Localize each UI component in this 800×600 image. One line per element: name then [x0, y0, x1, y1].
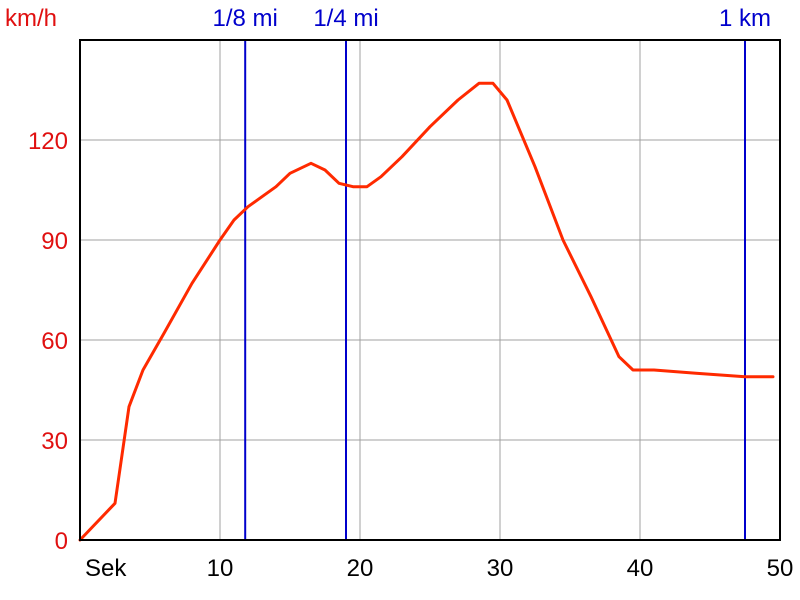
distance-marker-labels: 1/8 mi 1/4 mi 1 km: [213, 5, 771, 32]
x-tick-label: 40: [627, 555, 654, 582]
x-tick-labels: 10 20 30 40 50: [207, 555, 794, 582]
y-tick-label: 60: [41, 328, 68, 355]
x-axis-unit-label: Sek: [85, 555, 127, 582]
distance-marker-label: 1/8 mi: [213, 5, 278, 32]
speed-line: [78, 81, 775, 542]
plot-frame: [79, 39, 781, 541]
x-tick-label: 30: [487, 555, 514, 582]
distance-markers: [244, 40, 746, 540]
y-tick-label: 120: [28, 128, 68, 155]
y-axis-unit-label: km/h: [5, 5, 57, 32]
y-tick-label: 90: [41, 228, 68, 255]
y-tick-labels: 0 30 60 90 120: [28, 128, 68, 555]
x-tick-label: 20: [347, 555, 374, 582]
distance-marker-label: 1 km: [719, 5, 771, 32]
distance-marker-label: 1/4 mi: [313, 5, 378, 32]
x-tick-label: 50: [767, 555, 794, 582]
y-tick-label: 30: [41, 428, 68, 455]
x-tick-label: 10: [207, 555, 234, 582]
y-tick-label: 0: [55, 528, 68, 555]
grid: [80, 40, 780, 540]
